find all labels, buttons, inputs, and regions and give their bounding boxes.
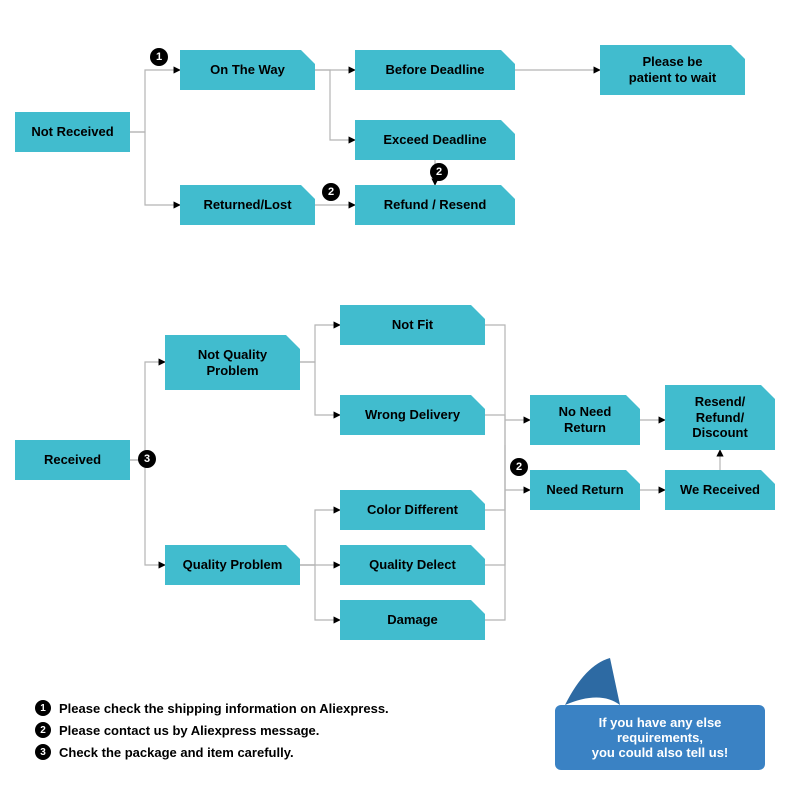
node-on-the-way: On The Way xyxy=(180,50,315,90)
callout-text: If you have any else requirements, you c… xyxy=(592,715,729,760)
node-returned-lost: Returned/Lost xyxy=(180,185,315,225)
node-resend-refund: Resend/ Refund/ Discount xyxy=(665,385,775,450)
legend: 1 Please check the shipping information … xyxy=(35,700,389,766)
node-we-received: We Received xyxy=(665,470,775,510)
node-quality-defect: Quality Delect xyxy=(340,545,485,585)
node-damage: Damage xyxy=(340,600,485,640)
edge-9 xyxy=(300,325,340,362)
callout-bubble: If you have any else requirements, you c… xyxy=(555,705,765,770)
badge-b2c: 2 xyxy=(510,458,528,476)
badge-b2a: 2 xyxy=(322,183,340,201)
legend-badge-icon: 2 xyxy=(35,722,51,738)
legend-item: 2 Please contact us by Aliexpress messag… xyxy=(35,722,389,738)
node-color-different: Color Different xyxy=(340,490,485,530)
edge-0 xyxy=(130,70,180,132)
callout-tail-icon xyxy=(555,650,625,710)
edge-18 xyxy=(485,445,505,620)
edge-13 xyxy=(300,565,340,620)
legend-text: Check the package and item carefully. xyxy=(59,745,294,760)
flowchart-canvas: Not Received On The Way Returned/Lost Befor… xyxy=(0,0,800,800)
badge-b2b: 2 xyxy=(430,163,448,181)
legend-text: Please check the shipping information on… xyxy=(59,701,389,716)
badge-b1: 1 xyxy=(150,48,168,66)
edge-7 xyxy=(130,362,165,460)
legend-item: 3 Check the package and item carefully. xyxy=(35,744,389,760)
node-need-return: Need Return xyxy=(530,470,640,510)
node-wrong-delivery: Wrong Delivery xyxy=(340,395,485,435)
badge-b3: 3 xyxy=(138,450,156,468)
legend-text: Please contact us by Aliexpress message. xyxy=(59,723,319,738)
node-please-wait: Please be patient to wait xyxy=(600,45,745,95)
node-refund-resend: Refund / Resend xyxy=(355,185,515,225)
edge-16 xyxy=(485,445,505,510)
edge-14 xyxy=(485,325,505,445)
node-before-deadline: Before Deadline xyxy=(355,50,515,90)
node-no-need-return: No Need Return xyxy=(530,395,640,445)
edge-3 xyxy=(315,70,355,140)
edge-11 xyxy=(300,510,340,565)
edge-17 xyxy=(485,445,505,565)
node-not-received: Not Received xyxy=(15,112,130,152)
node-received: Received xyxy=(15,440,130,480)
node-not-quality: Not Quality Problem xyxy=(165,335,300,390)
edge-1 xyxy=(130,132,180,205)
legend-badge-icon: 3 xyxy=(35,744,51,760)
legend-badge-icon: 1 xyxy=(35,700,51,716)
node-exceed-deadline: Exceed Deadline xyxy=(355,120,515,160)
legend-item: 1 Please check the shipping information … xyxy=(35,700,389,716)
edge-8 xyxy=(130,460,165,565)
node-not-fit: Not Fit xyxy=(340,305,485,345)
edge-15 xyxy=(485,415,505,445)
node-quality-problem: Quality Problem xyxy=(165,545,300,585)
edge-10 xyxy=(300,362,340,415)
